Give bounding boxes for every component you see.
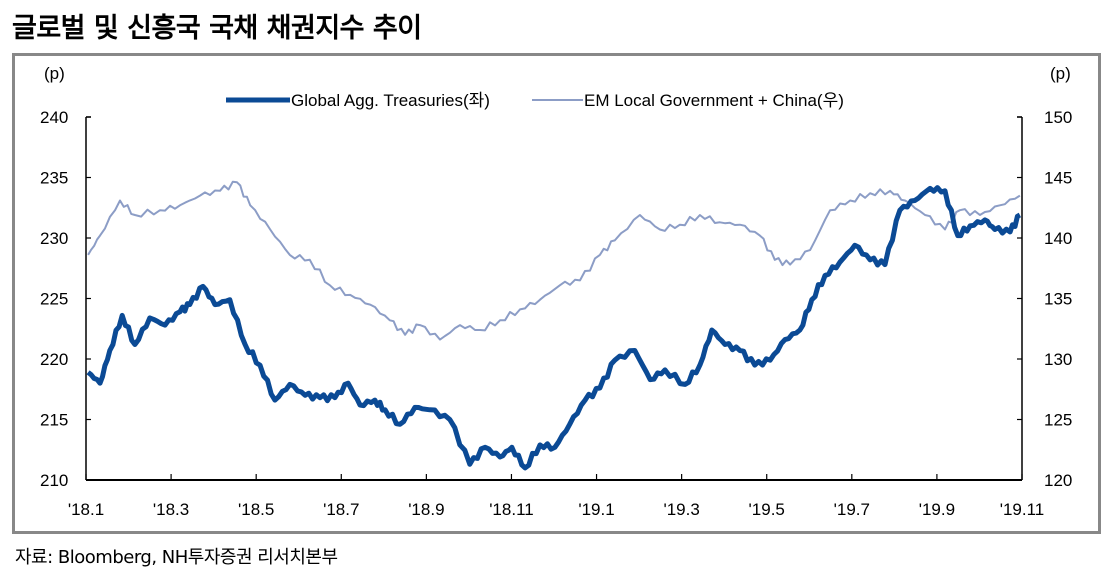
series-line-em-local-government-china bbox=[87, 180, 1021, 341]
x-tick-label: '19.9 bbox=[919, 500, 955, 519]
source-note: 자료: Bloomberg, NH투자증권 리서치본부 bbox=[15, 547, 338, 568]
right-tick-label: 125 bbox=[1044, 411, 1072, 430]
left-tick-label: 235 bbox=[40, 169, 68, 188]
right-tick-label: 140 bbox=[1044, 229, 1072, 248]
x-tick-label: '19.1 bbox=[578, 500, 614, 519]
series-line-global-agg-treasuries bbox=[86, 185, 1022, 471]
legend-label-global: Global Agg. Treasuries(좌) bbox=[291, 91, 490, 110]
right-axis-unit: (p) bbox=[1050, 64, 1071, 83]
right-tick-label: 145 bbox=[1044, 169, 1072, 188]
x-tick-label: '18.1 bbox=[68, 500, 104, 519]
x-tick-label: '18.9 bbox=[408, 500, 444, 519]
x-tick-label: '19.7 bbox=[834, 500, 870, 519]
chart-frame bbox=[12, 53, 1101, 534]
left-tick-label: 220 bbox=[40, 350, 68, 369]
left-axis-unit: (p) bbox=[44, 64, 65, 83]
right-tick-label: 130 bbox=[1044, 350, 1072, 369]
right-tick-label: 150 bbox=[1044, 108, 1072, 127]
chart-title: 글로벌 및 신흥국 국채 채권지수 추이 bbox=[12, 13, 422, 44]
x-tick-label: '19.3 bbox=[663, 500, 699, 519]
left-tick-label: 230 bbox=[40, 229, 68, 248]
right-tick-label: 120 bbox=[1044, 471, 1072, 490]
legend-label-em: EM Local Government + China(우) bbox=[584, 91, 844, 110]
right-tick-label: 135 bbox=[1044, 290, 1072, 309]
left-tick-label: 240 bbox=[40, 108, 68, 127]
x-tick-label: '19.11 bbox=[1000, 500, 1045, 519]
x-tick-label: '18.11 bbox=[489, 500, 534, 519]
left-tick-label: 225 bbox=[40, 290, 68, 309]
left-tick-label: 215 bbox=[40, 411, 68, 430]
x-tick-label: '18.7 bbox=[323, 500, 359, 519]
left-tick-label: 210 bbox=[40, 471, 68, 490]
x-tick-label: '19.5 bbox=[749, 500, 785, 519]
x-tick-label: '18.5 bbox=[238, 500, 274, 519]
x-tick-label: '18.3 bbox=[153, 500, 189, 519]
legend: Global Agg. Treasuries(좌) EM Local Gover… bbox=[226, 91, 844, 110]
